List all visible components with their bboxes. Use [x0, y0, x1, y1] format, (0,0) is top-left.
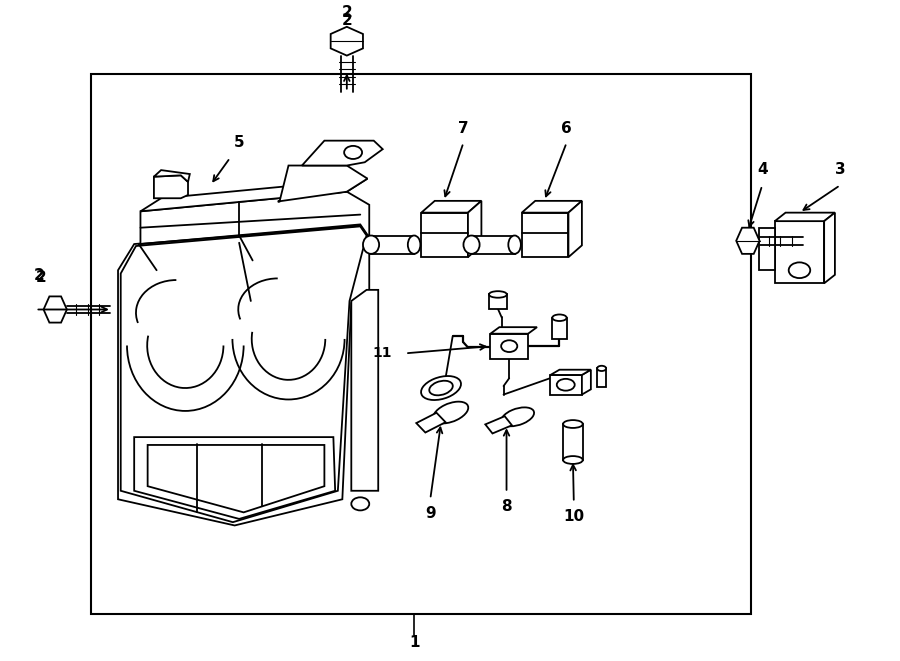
- Text: 10: 10: [563, 509, 584, 524]
- Text: 9: 9: [425, 506, 436, 521]
- Polygon shape: [148, 445, 324, 512]
- Polygon shape: [121, 226, 366, 522]
- Polygon shape: [759, 227, 775, 270]
- Polygon shape: [134, 437, 335, 519]
- Text: 3: 3: [835, 163, 846, 177]
- Bar: [563, 424, 583, 460]
- Polygon shape: [421, 213, 468, 257]
- Bar: [91, 74, 751, 614]
- Ellipse shape: [433, 402, 468, 424]
- Bar: [597, 368, 606, 387]
- Text: 6: 6: [562, 121, 572, 136]
- Polygon shape: [775, 221, 824, 284]
- Text: 2: 2: [341, 5, 352, 20]
- Ellipse shape: [421, 376, 461, 400]
- Polygon shape: [824, 213, 835, 284]
- Polygon shape: [278, 165, 367, 202]
- Ellipse shape: [563, 420, 583, 428]
- Polygon shape: [421, 201, 482, 213]
- Polygon shape: [468, 201, 482, 257]
- Ellipse shape: [563, 456, 583, 464]
- Bar: [371, 235, 414, 254]
- Ellipse shape: [508, 235, 521, 254]
- Polygon shape: [351, 290, 378, 490]
- Text: 7: 7: [458, 121, 469, 136]
- Bar: [491, 334, 528, 358]
- Polygon shape: [485, 416, 512, 434]
- Ellipse shape: [557, 379, 575, 391]
- Ellipse shape: [501, 407, 534, 426]
- Polygon shape: [522, 213, 569, 257]
- Polygon shape: [330, 27, 363, 56]
- Ellipse shape: [363, 235, 379, 254]
- Polygon shape: [417, 412, 446, 432]
- Bar: [489, 294, 507, 309]
- Polygon shape: [140, 192, 369, 244]
- Ellipse shape: [408, 235, 420, 254]
- Polygon shape: [118, 225, 369, 525]
- Polygon shape: [154, 175, 188, 198]
- Text: 2: 2: [35, 270, 46, 285]
- Ellipse shape: [429, 381, 453, 395]
- Polygon shape: [491, 327, 537, 334]
- Polygon shape: [154, 170, 190, 182]
- Text: 8: 8: [501, 499, 512, 514]
- Ellipse shape: [489, 292, 507, 297]
- Bar: [551, 375, 582, 395]
- Bar: [472, 235, 515, 254]
- Text: 2: 2: [341, 13, 352, 28]
- Ellipse shape: [597, 366, 606, 371]
- Text: 2: 2: [33, 268, 44, 284]
- Text: 5: 5: [234, 136, 245, 151]
- Polygon shape: [582, 369, 591, 395]
- Polygon shape: [43, 296, 67, 323]
- Text: 11: 11: [373, 346, 392, 360]
- Bar: [553, 318, 567, 338]
- Polygon shape: [522, 201, 582, 213]
- Polygon shape: [302, 141, 382, 165]
- Text: 4: 4: [757, 163, 768, 177]
- Ellipse shape: [464, 235, 480, 254]
- Polygon shape: [140, 178, 367, 212]
- Polygon shape: [736, 227, 760, 254]
- Polygon shape: [775, 213, 835, 221]
- Polygon shape: [551, 369, 591, 375]
- Text: 1: 1: [409, 635, 419, 650]
- Ellipse shape: [553, 315, 567, 321]
- Polygon shape: [569, 201, 582, 257]
